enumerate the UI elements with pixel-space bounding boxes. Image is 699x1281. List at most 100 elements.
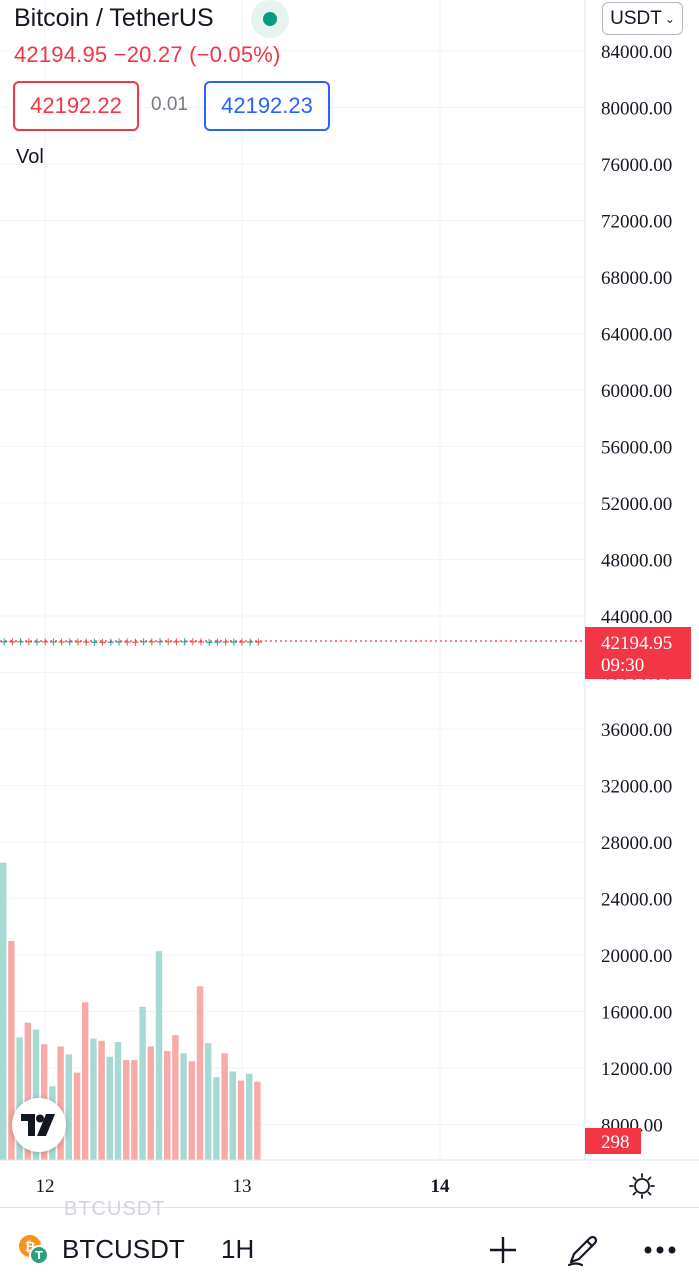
volume-tag-value: 298 <box>601 1132 630 1153</box>
candle-body <box>25 641 32 643</box>
spread-value: 0.01 <box>151 94 188 115</box>
candle-body <box>181 641 188 643</box>
candle-body <box>197 641 205 643</box>
volume-bar <box>139 1006 146 1160</box>
volume-bar <box>147 1046 154 1160</box>
settings-icon[interactable] <box>622 1166 662 1206</box>
candle-body <box>91 641 98 643</box>
price-label: 16000.00 <box>601 1003 672 1024</box>
symbol-selector[interactable]: BTCUSDT <box>62 1234 185 1264</box>
more-icon[interactable] <box>638 1228 682 1272</box>
volume-indicator-label[interactable]: Vol <box>16 146 44 168</box>
candle-body <box>156 641 164 643</box>
tradingview-logo-icon[interactable] <box>12 1098 66 1152</box>
buy-ask-button[interactable]: 42192.23 <box>204 81 330 131</box>
volume-bar <box>98 1040 105 1160</box>
volume-bars <box>0 862 261 1160</box>
price-label: 52000.00 <box>601 494 672 515</box>
candle-body <box>1 641 8 643</box>
volume-bar <box>172 1035 179 1160</box>
candle-body <box>115 641 123 643</box>
price-label: 20000.00 <box>601 946 672 967</box>
volume-bar <box>229 1071 236 1160</box>
volume-bar <box>131 1060 138 1160</box>
volume-bar <box>237 1080 245 1160</box>
symbol-title[interactable]: Bitcoin / TetherUS <box>14 4 214 32</box>
interval-selector[interactable]: 1H <box>221 1234 255 1264</box>
volume-bar <box>65 1054 72 1160</box>
price-label: 44000.00 <box>601 607 672 628</box>
price-change-line: 42194.95 −20.27 (−0.05%) <box>14 42 281 67</box>
candle-body <box>42 641 49 643</box>
volume-bar <box>73 1072 81 1160</box>
price-label: 48000.00 <box>601 551 672 572</box>
candle-body <box>83 641 90 643</box>
candle-body <box>222 641 229 643</box>
time-label: 12 <box>36 1176 55 1197</box>
volume-bar <box>16 1037 23 1160</box>
candle-body <box>206 641 213 644</box>
time-label: 14 <box>431 1176 451 1197</box>
price-axis-labels: 84000.00 80000.00 76000.00 72000.00 68000.00… <box>601 42 672 1137</box>
chevron-down-icon: ⌄ <box>664 11 675 26</box>
candle-body <box>58 641 65 643</box>
ask-value: 42192.23 <box>221 93 313 118</box>
current-price-value: 42194.95 <box>601 633 672 654</box>
volume-tag: 298 <box>585 1128 641 1154</box>
price-label: 76000.00 <box>601 155 672 176</box>
candle-body <box>33 641 41 643</box>
volume-bar <box>180 1053 187 1160</box>
candle-body <box>173 641 180 643</box>
volume-bar <box>123 1060 130 1160</box>
volume-bar <box>106 1056 113 1160</box>
volume-bar <box>24 1022 31 1160</box>
live-status-icon <box>251 0 289 38</box>
volume-bar <box>57 1046 64 1160</box>
candle-body <box>9 641 16 643</box>
price-label: 24000.00 <box>601 890 672 911</box>
volume-bar <box>254 1081 261 1160</box>
volume-bar <box>82 1002 89 1160</box>
bitcoin-icon: ₿ T <box>18 1233 50 1265</box>
candle-body <box>74 641 82 643</box>
price-label: 60000.00 <box>601 381 672 402</box>
candle-body <box>50 641 57 643</box>
price-label: 64000.00 <box>601 325 672 346</box>
svg-text:₿: ₿ <box>25 1240 36 1255</box>
candle-body <box>140 641 147 643</box>
volume-bar <box>155 951 163 1160</box>
volume-bar <box>188 1061 195 1160</box>
price-chart[interactable]: 84000.00 80000.00 76000.00 72000.00 68000.00… <box>0 0 699 1207</box>
plus-icon[interactable] <box>481 1228 525 1272</box>
candle-body <box>132 641 139 643</box>
time-axis-labels: 12 13 14 <box>36 1176 451 1197</box>
currency-select[interactable]: USDT ⌄ <box>602 2 683 35</box>
candle-body <box>165 641 172 643</box>
price-label: 12000.00 <box>601 1059 672 1080</box>
price-label: 56000.00 <box>601 438 672 459</box>
price-label: 36000.00 <box>601 720 672 741</box>
candle-body <box>214 641 221 643</box>
volume-bar <box>213 1077 220 1160</box>
candle-body <box>107 641 114 643</box>
volume-bar <box>90 1038 97 1160</box>
volume-bar <box>164 1051 171 1160</box>
volume-bar <box>0 862 7 1160</box>
svg-text:T: T <box>35 1249 43 1262</box>
volume-bar <box>205 1043 212 1160</box>
bar-countdown: 09:30 <box>601 655 644 676</box>
candle-body <box>230 641 237 643</box>
ghost-symbol-watermark: BTCUSDT <box>64 1198 166 1220</box>
sell-bid-button[interactable]: 42192.22 <box>13 81 139 131</box>
candle-body <box>247 641 254 643</box>
candles <box>1 638 262 647</box>
candle-body <box>66 641 73 643</box>
pencil-icon[interactable] <box>561 1228 605 1272</box>
volume-bar <box>246 1073 253 1160</box>
candle-body <box>17 641 24 643</box>
volume-bar <box>8 940 15 1160</box>
volume-bar <box>196 986 204 1160</box>
candle-body <box>255 641 262 643</box>
price-label: 80000.00 <box>601 99 672 120</box>
currency-value: USDT <box>610 7 662 29</box>
